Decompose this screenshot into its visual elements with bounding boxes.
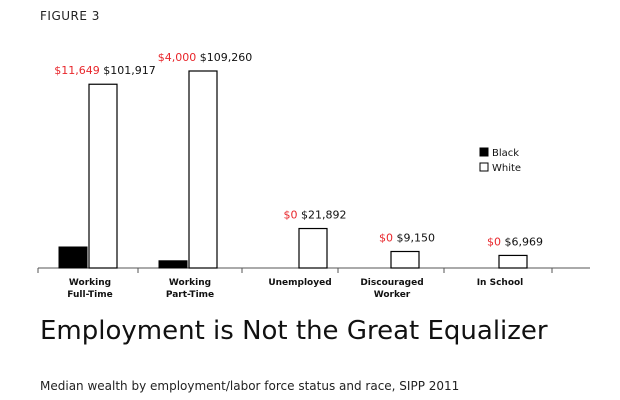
category-label: In School [477, 278, 524, 288]
data-label-black: $0 [284, 209, 302, 222]
category-label: Worker [374, 290, 411, 300]
data-label-pair: $0 $9,150 [379, 232, 435, 245]
data-label-white: $109,260 [200, 51, 253, 64]
chart-caption: Median wealth by employment/labor force … [40, 379, 460, 393]
data-label-white: $101,917 [103, 64, 156, 77]
category-label: Unemployed [268, 278, 331, 288]
data-label-pair: $4,000 $109,260 [158, 51, 253, 64]
data-label-pair: $0 $21,892 [284, 209, 347, 222]
data-label-black: $0 [487, 235, 505, 248]
data-label-white: $9,150 [397, 232, 436, 245]
bar-white [498, 254, 528, 269]
category-label: Part-Time [166, 290, 214, 300]
chart-headline: Employment is Not the Great Equalizer [40, 316, 548, 346]
bar-black [58, 246, 88, 269]
bar-chart: $11,649 $101,917 Working Full-Time $4,000 $… [37, 51, 590, 300]
data-label-white: $21,892 [301, 209, 347, 222]
data-label-pair: $0 $6,969 [487, 235, 543, 248]
bar-white [390, 250, 420, 269]
bar-white [188, 70, 218, 269]
figure-label: FIGURE 3 [40, 9, 100, 23]
category-label: Discouraged [360, 278, 423, 288]
legend-swatch-black [479, 147, 489, 157]
bar-black [158, 260, 188, 269]
data-label-black: $11,649 [54, 64, 103, 77]
legend-label-white: White [492, 163, 521, 174]
legend-swatch-white [479, 162, 489, 172]
category-label: Working [169, 278, 211, 288]
category-label: Full-Time [67, 290, 112, 300]
category-label: Working [69, 278, 111, 288]
data-label-black: $0 [379, 232, 397, 245]
bar-white [298, 227, 328, 269]
data-label-white: $6,969 [505, 235, 544, 248]
data-label-black: $4,000 [158, 51, 200, 64]
bar-white [88, 83, 118, 269]
legend-label-black: Black [492, 148, 519, 159]
data-label-pair: $11,649 $101,917 [54, 64, 155, 77]
